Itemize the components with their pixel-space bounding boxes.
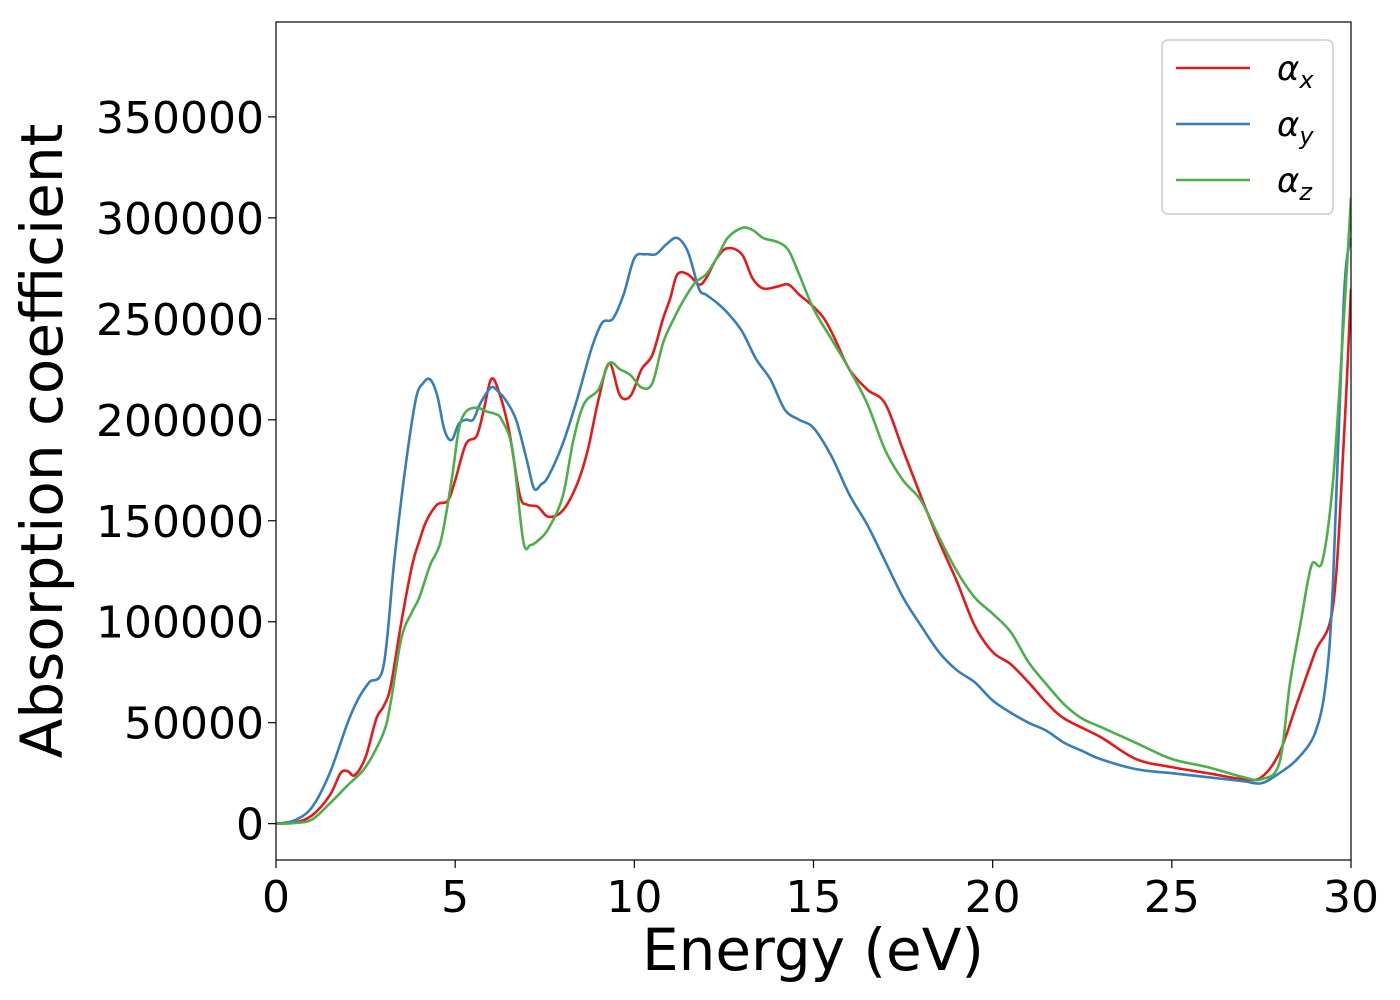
x-tick-label: 25 <box>1144 872 1200 923</box>
y-tick-label: 300000 <box>96 194 264 245</box>
y-tick-label: 100000 <box>96 598 264 649</box>
x-axis-title: Energy (eV) <box>642 916 984 984</box>
y-tick-label: 250000 <box>96 295 264 346</box>
y-tick-label: 50000 <box>124 699 264 750</box>
x-tick-label: 30 <box>1323 872 1379 923</box>
y-tick-label: 150000 <box>96 497 264 548</box>
series-line-alpha-z <box>276 197 1351 825</box>
y-tick-label: 200000 <box>96 396 264 447</box>
y-axis-title: Absorption coefficient <box>8 124 76 759</box>
y-axis: 0 50000 100000 150000 200000 250000 300000 3500… <box>96 93 276 851</box>
series-line-alpha-y <box>276 236 1351 825</box>
x-tick-label: 15 <box>786 872 842 923</box>
legend-label-symbol: α <box>1277 161 1299 201</box>
legend-label-symbol: α <box>1277 105 1299 145</box>
legend-label-symbol: α <box>1277 49 1299 89</box>
series-layer <box>276 197 1351 825</box>
x-axis: 0 5 10 15 20 25 30 <box>262 860 1379 923</box>
legend-label-alpha-x: αx <box>1277 49 1314 94</box>
legend-label-subscript: y <box>1298 122 1314 150</box>
y-tick-label: 350000 <box>96 93 264 144</box>
x-tick-label: 0 <box>262 872 290 923</box>
series-line-alpha-x <box>276 246 1351 825</box>
legend-label-alpha-y: αy <box>1277 105 1314 150</box>
x-tick-label: 20 <box>965 872 1021 923</box>
x-tick-label: 10 <box>606 872 662 923</box>
legend-label-alpha-z: αz <box>1277 161 1313 206</box>
legend-label-subscript: x <box>1298 66 1314 94</box>
legend-box <box>1161 39 1334 215</box>
legend-label-subscript: z <box>1298 178 1313 206</box>
x-tick-label: 5 <box>441 872 469 923</box>
y-tick-label: 0 <box>236 800 264 851</box>
